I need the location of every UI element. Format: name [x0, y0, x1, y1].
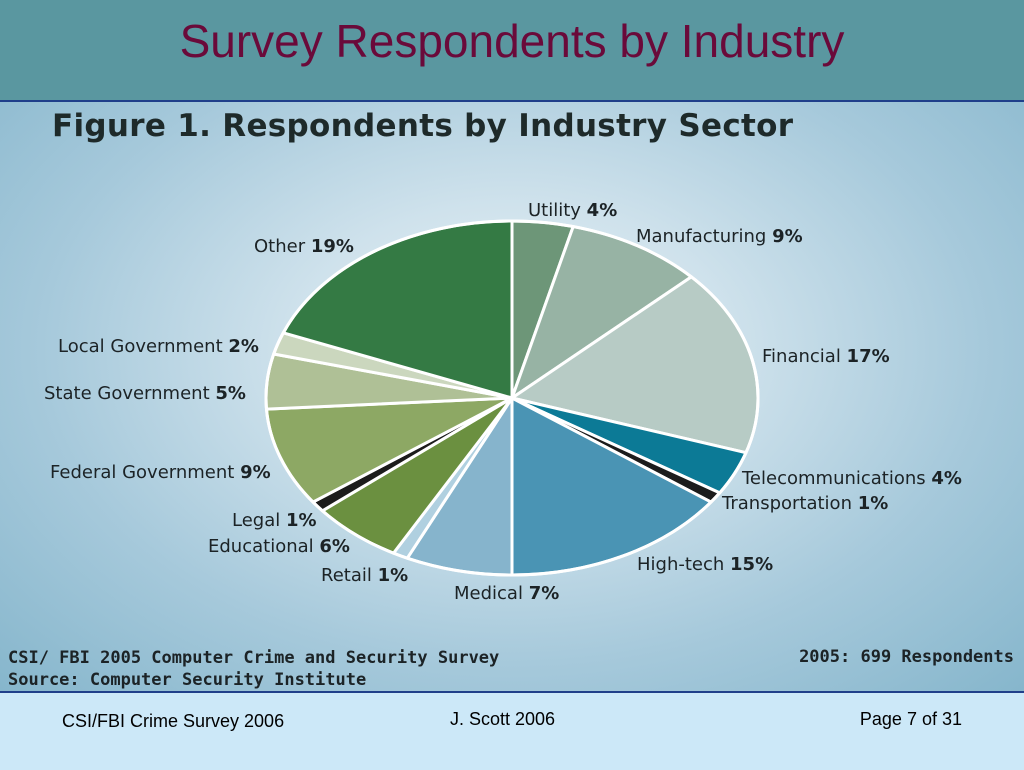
slice-category: Financial	[762, 346, 847, 367]
slice-label-local-government: Local Government 2%	[58, 336, 259, 357]
slice-value: 1%	[286, 510, 317, 531]
pie-chart: Utility 4% Manufacturing 9% Financial 17% T…	[44, 200, 962, 604]
slice-value: 4%	[931, 468, 962, 489]
slice-value: 17%	[847, 346, 890, 367]
source-line-institute: Source: Computer Security Institute	[8, 670, 367, 690]
slice-category: Legal	[232, 510, 286, 531]
slice-value: 2%	[228, 336, 259, 357]
footer-author: J. Scott 2006	[450, 709, 556, 729]
slice-label-legal: Legal 1%	[232, 510, 317, 531]
slice-category: State Government	[44, 383, 215, 404]
source-note: CSI/ FBI 2005 Computer Crime and Securit…	[8, 647, 499, 691]
slice-value: 5%	[215, 383, 246, 404]
slice-value: 15%	[730, 554, 773, 575]
slice-label-utility: Utility 4%	[528, 200, 617, 221]
slice-category: Local Government	[58, 336, 228, 357]
slice-value: 7%	[529, 583, 560, 604]
footer-survey-name: CSI/FBI Crime Survey 2006	[62, 711, 285, 731]
slice-label-educational: Educational 6%	[208, 536, 350, 557]
slice-category: Retail	[321, 565, 378, 586]
slice-label-transportation: Transportation 1%	[721, 493, 888, 514]
slice-category: High-tech	[637, 554, 730, 575]
slice-label-financial: Financial 17%	[762, 346, 890, 367]
slice-label-manufacturing: Manufacturing 9%	[636, 226, 803, 247]
slide-footer: CSI/FBI Crime Survey 2006 J. Scott 2006 …	[0, 691, 1024, 770]
slice-label-high-tech: High-tech 15%	[637, 554, 773, 575]
slice-value: 1%	[378, 565, 409, 586]
slice-category: Federal Government	[50, 462, 240, 483]
chart-title: Figure 1. Respondents by Industry Sector	[52, 108, 794, 144]
slice-category: Other	[254, 236, 311, 257]
slice-category: Medical	[454, 583, 529, 604]
source-line-survey: CSI/ FBI 2005 Computer Crime and Securit…	[8, 648, 500, 668]
slice-label-state-government: State Government 5%	[44, 383, 246, 404]
pie-outline	[264, 219, 760, 577]
slice-label-other: Other 19%	[254, 236, 354, 257]
slice-label-retail: Retail 1%	[321, 565, 408, 586]
slice-category: Manufacturing	[636, 226, 772, 247]
footer-page-number: Page 7 of 31	[859, 709, 962, 729]
slice-value: 1%	[858, 493, 889, 514]
slice-value: 6%	[319, 536, 350, 557]
slice-value: 9%	[240, 462, 271, 483]
slice-category: Telecommunications	[741, 468, 931, 489]
slice-value: 19%	[311, 236, 354, 257]
slice-category: Transportation	[721, 493, 858, 514]
slide-title: Survey Respondents by Industry	[179, 15, 845, 67]
slice-value: 9%	[772, 226, 803, 247]
slice-category: Utility	[528, 200, 587, 221]
slice-label-telecommunications: Telecommunications 4%	[741, 468, 962, 489]
respondents-count: 2005: 699 Respondents	[799, 647, 1014, 667]
slice-value: 4%	[587, 200, 618, 221]
title-bar: Survey Respondents by Industry	[0, 0, 1024, 102]
slice-label-federal-government: Federal Government 9%	[50, 462, 271, 483]
slice-category: Educational	[208, 536, 319, 557]
slice-label-medical: Medical 7%	[454, 583, 559, 604]
figure-panel: Utility 4% Manufacturing 9% Financial 17% T…	[0, 102, 1024, 691]
